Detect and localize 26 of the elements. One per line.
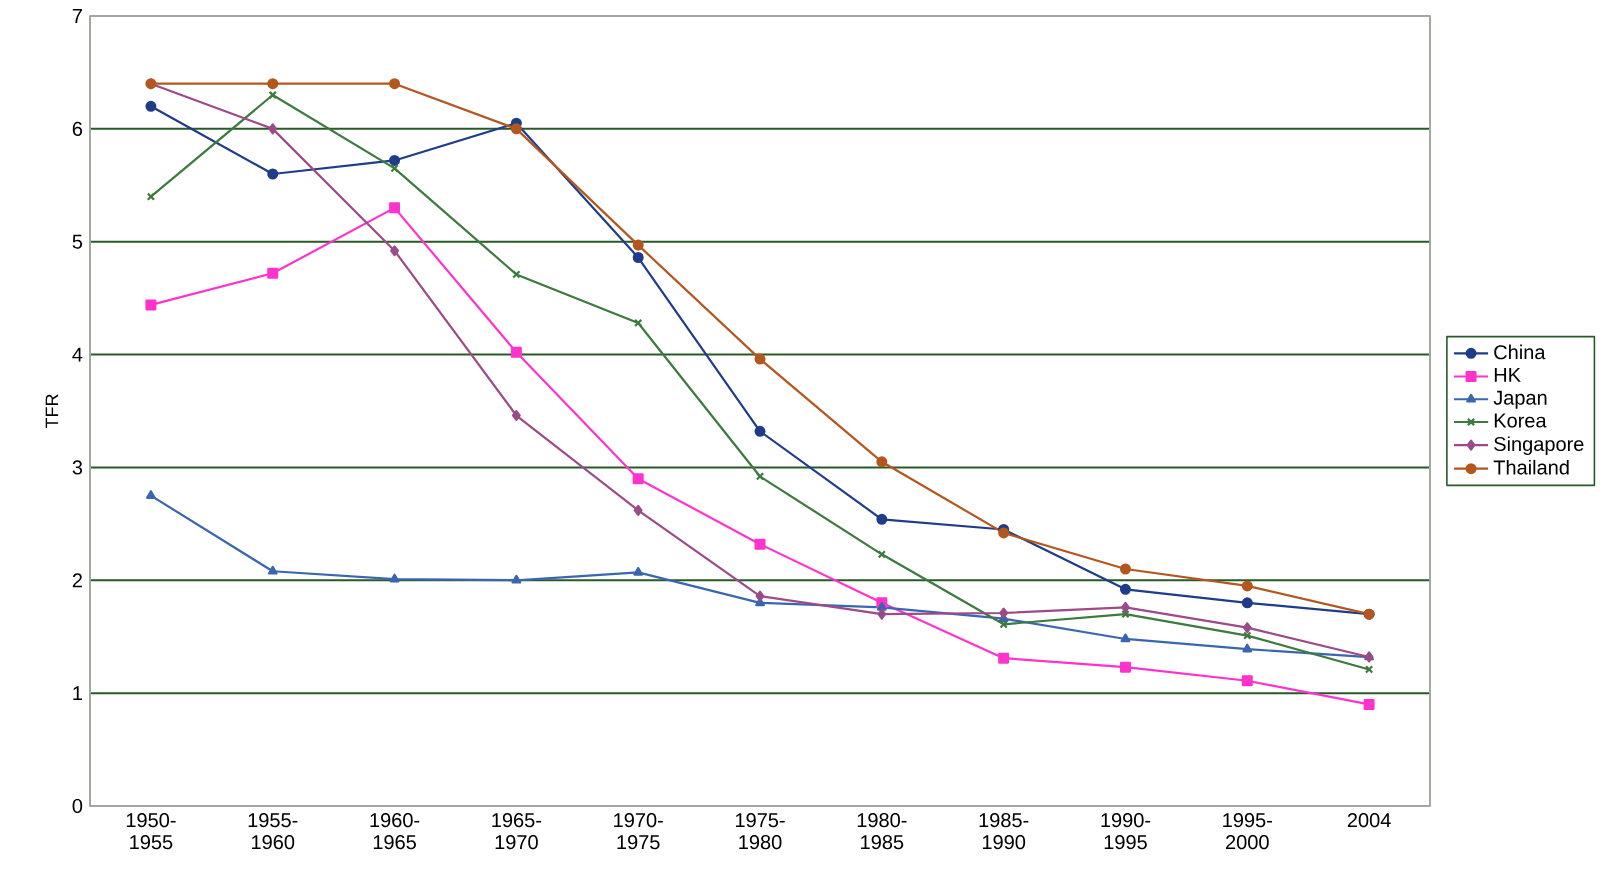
legend-label: Singapore	[1494, 436, 1584, 456]
y-tick-label: 3	[72, 460, 83, 475]
y-axis-title: TFR	[45, 394, 59, 429]
x-tick-label: 1975-1980	[735, 813, 785, 850]
x-tick-label: 1950-1955	[126, 813, 176, 850]
x-tick-label: 1960-1965	[370, 813, 420, 850]
x-tick-label: 1990-1995	[1101, 813, 1151, 850]
x-tick-label: 1995-2000	[1223, 813, 1272, 850]
x-tick-label: 1965-1970	[492, 813, 542, 850]
legend-label: Japan	[1493, 390, 1547, 409]
x-tick-label: 1980-1985	[857, 813, 907, 850]
x-tick-label: 2004	[1347, 813, 1391, 828]
y-tick-label: 7	[72, 9, 82, 23]
y-tick-label: 6	[72, 121, 83, 136]
y-tick-label: 1	[73, 686, 82, 701]
x-tick-label: 1955-1960	[248, 813, 298, 850]
legend-label: Korea	[1494, 413, 1547, 428]
x-tick-label: 1970-1975	[614, 813, 663, 850]
y-tick-label: 2	[72, 573, 82, 588]
legend-label: China	[1494, 344, 1546, 360]
y-tick-label: 0	[72, 798, 83, 814]
y-tick-label: 4	[72, 347, 83, 362]
legend-label: Thailand	[1493, 459, 1569, 475]
y-tick-label: 5	[72, 234, 83, 249]
x-tick-label: 1985-1990	[979, 813, 1029, 850]
legend-label: HK	[1494, 368, 1521, 382]
